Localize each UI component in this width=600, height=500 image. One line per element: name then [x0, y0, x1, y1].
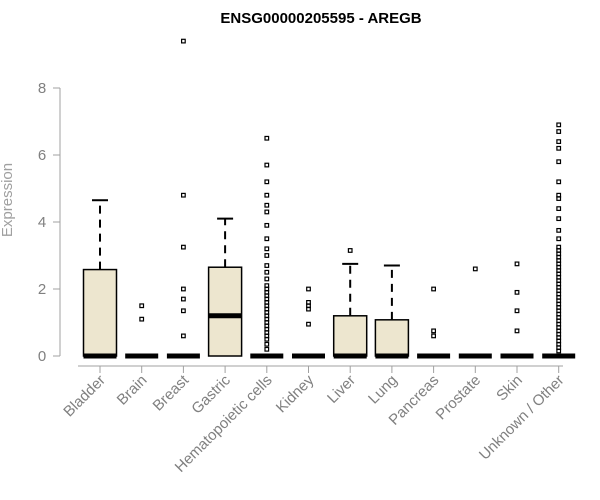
outlier-point — [347, 248, 353, 253]
x-tick-label: Kidney — [273, 371, 318, 416]
box-brain — [125, 303, 159, 359]
y-axis-ticks: 0 2 4 6 8 — [38, 80, 60, 365]
outlier-point — [556, 159, 562, 165]
outlier-point — [264, 253, 270, 258]
y-tick-label: 4 — [38, 214, 46, 231]
outlier-point — [264, 135, 270, 141]
outlier-point — [431, 333, 436, 339]
outlier-point — [264, 283, 270, 289]
x-tick-label: Brain — [114, 372, 151, 409]
box-body — [332, 315, 368, 357]
outlier-point — [514, 261, 520, 267]
outlier-point — [264, 236, 270, 242]
box-gastric — [207, 217, 243, 357]
box-pancreas — [417, 286, 451, 359]
outlier-point — [514, 308, 520, 314]
chart-title: ENSG00000205595 - AREGB — [220, 10, 421, 27]
outlier-point — [556, 122, 562, 128]
outlier-point — [472, 266, 478, 272]
outlier-point — [514, 328, 520, 334]
outlier-point — [264, 269, 270, 275]
box-body — [374, 319, 410, 357]
x-tick-label: Prostate — [433, 372, 485, 424]
outlier-point — [556, 244, 562, 250]
box-skin — [500, 261, 534, 359]
outlier-point — [264, 209, 270, 215]
outlier-point — [264, 263, 270, 268]
outlier-point — [556, 216, 562, 222]
x-tick-label: Lung — [365, 372, 401, 408]
box-unknown-other — [542, 122, 576, 359]
box-breast — [166, 38, 200, 359]
outlier-point — [139, 303, 145, 309]
box-series — [82, 38, 576, 359]
outlier-point — [306, 321, 311, 327]
outlier-point — [264, 162, 270, 168]
outlier-point — [556, 236, 562, 242]
outlier-point — [556, 139, 562, 145]
x-tick-label: Breast — [150, 371, 193, 414]
box-kidney — [292, 286, 325, 359]
outlier-point — [181, 244, 186, 250]
outlier-point — [556, 145, 562, 151]
outlier-point — [139, 316, 145, 322]
outlier-point — [181, 38, 186, 44]
box-lung — [374, 264, 410, 359]
box-hematopoietic-cells — [250, 135, 284, 359]
x-tick-label: Bladder — [60, 372, 109, 421]
outlier-point — [264, 276, 270, 282]
outlier-point — [264, 179, 270, 185]
outlier-point — [264, 246, 270, 252]
y-tick-label: 0 — [38, 348, 46, 365]
outlier-point — [431, 328, 436, 334]
outlier-point — [556, 227, 562, 233]
box-liver — [332, 248, 368, 359]
y-tick-label: 2 — [38, 281, 46, 298]
outlier-point — [264, 346, 270, 352]
box-bladder — [82, 199, 118, 359]
outlier-point — [556, 206, 562, 212]
outlier-point — [181, 333, 186, 339]
outlier-point — [264, 222, 270, 228]
outlier-point — [264, 202, 270, 208]
box-body — [207, 266, 243, 357]
x-tick-label: Liver — [324, 372, 359, 407]
box-prostate — [458, 266, 492, 359]
outlier-point — [306, 300, 311, 305]
outlier-point — [181, 286, 186, 292]
y-axis-label: Expression — [0, 163, 16, 237]
x-tick-label: Skin — [493, 372, 526, 405]
outlier-point — [556, 192, 562, 198]
outlier-point — [556, 179, 562, 185]
outlier-point — [306, 286, 311, 292]
outlier-point — [181, 296, 186, 302]
outlier-point — [431, 286, 436, 292]
outlier-point — [181, 192, 186, 198]
y-tick-label: 8 — [38, 80, 46, 97]
outlier-point — [514, 289, 520, 295]
box-body — [82, 268, 118, 357]
y-tick-label: 6 — [38, 147, 46, 164]
outlier-point — [556, 129, 562, 134]
outlier-point — [264, 341, 270, 347]
outlier-point — [181, 308, 186, 314]
outlier-point — [264, 192, 270, 198]
